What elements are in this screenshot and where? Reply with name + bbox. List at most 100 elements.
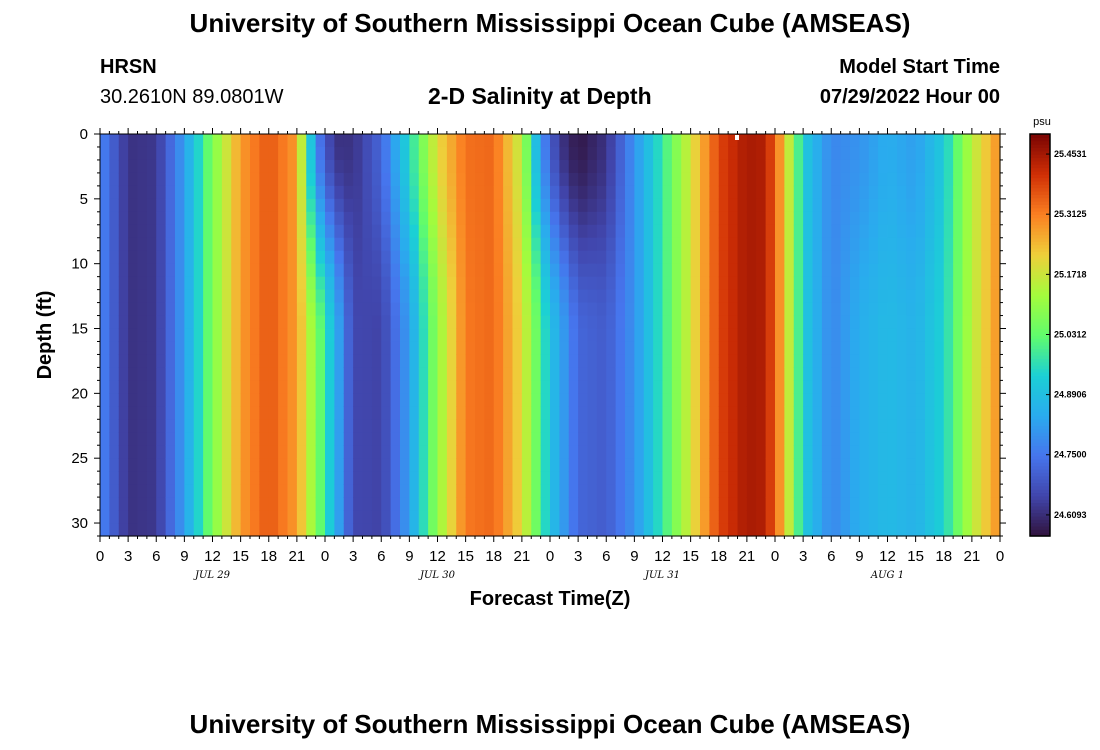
- heatmap-cell: [306, 510, 317, 524]
- heatmap-cell: [915, 315, 926, 330]
- heatmap-cell: [221, 445, 232, 459]
- heatmap-cell: [512, 432, 523, 446]
- heatmap-cell: [625, 198, 635, 213]
- heatmap-cell: [784, 497, 795, 511]
- heatmap-cell: [409, 159, 420, 174]
- heatmap-cell: [259, 497, 270, 511]
- heatmap-cell: [756, 289, 767, 304]
- heatmap-cell: [746, 224, 757, 239]
- heatmap-cell: [306, 341, 317, 356]
- heatmap-cell: [971, 354, 982, 369]
- heatmap-cell: [868, 211, 879, 226]
- heatmap-cell: [287, 419, 298, 433]
- heatmap-cell: [775, 471, 785, 485]
- heatmap-cell: [953, 250, 964, 265]
- heatmap-cell: [353, 341, 364, 356]
- heatmap-cell: [662, 523, 673, 537]
- heatmap-cell: [146, 406, 157, 420]
- heatmap-cell: [540, 523, 551, 537]
- heatmap-cell: [193, 497, 204, 511]
- heatmap-cell: [203, 289, 214, 304]
- heatmap-cell: [859, 497, 870, 511]
- heatmap-cell: [231, 211, 242, 226]
- heatmap-cell: [587, 354, 598, 369]
- heatmap-cell: [118, 380, 129, 394]
- heatmap-cell: [981, 211, 992, 226]
- heatmap-cell: [634, 146, 645, 161]
- heatmap-cell: [850, 289, 860, 304]
- heatmap-cell: [484, 172, 495, 187]
- heatmap-cell: [709, 458, 720, 472]
- heatmap-cell: [278, 263, 289, 278]
- heatmap-cell: [531, 380, 542, 394]
- heatmap-cell: [634, 302, 645, 317]
- heatmap-cell: [156, 211, 167, 226]
- heatmap-cell: [521, 419, 532, 433]
- heatmap-cell: [503, 172, 514, 187]
- heatmap-cell: [709, 328, 720, 343]
- heatmap-cell: [643, 419, 654, 433]
- heatmap-cell: [596, 380, 607, 394]
- heatmap-cell: [690, 393, 701, 407]
- heatmap-cell: [971, 341, 982, 356]
- heatmap-cell: [878, 198, 889, 213]
- heatmap-cell: [287, 315, 298, 330]
- heatmap-cell: [990, 380, 1001, 394]
- heatmap-cell: [587, 237, 598, 252]
- heatmap-cell: [231, 406, 242, 420]
- heatmap-cell: [287, 432, 298, 446]
- heatmap-cell: [625, 185, 635, 200]
- heatmap-cell: [850, 159, 860, 174]
- heatmap-cell: [540, 198, 551, 213]
- heatmap-cell: [831, 419, 842, 433]
- heatmap-cell: [484, 484, 495, 498]
- heatmap-cell: [887, 497, 898, 511]
- x-tick-label: 0: [996, 548, 1004, 565]
- heatmap-cell: [765, 289, 776, 304]
- heatmap-cell: [296, 146, 307, 161]
- heatmap-cell: [362, 211, 373, 226]
- x-tick-label: 15: [457, 548, 474, 565]
- heatmap-cell: [240, 328, 251, 343]
- heatmap-cell: [728, 146, 739, 161]
- heatmap-cell: [371, 458, 382, 472]
- heatmap-cell: [437, 302, 448, 317]
- heatmap-cell: [915, 198, 926, 213]
- heatmap-cell: [775, 393, 785, 407]
- heatmap-cell: [671, 393, 682, 407]
- heatmap-cell: [109, 237, 120, 252]
- heatmap-cell: [287, 510, 298, 524]
- heatmap-cell: [718, 354, 729, 369]
- heatmap-cell: [418, 224, 429, 239]
- heatmap-cell: [343, 419, 354, 433]
- heatmap-cell: [878, 159, 889, 174]
- heatmap-cell: [746, 367, 757, 381]
- heatmap-cell: [446, 198, 457, 213]
- colorbar-segment: [1030, 482, 1050, 487]
- heatmap-cell: [962, 445, 973, 459]
- heatmap-cell: [625, 276, 635, 291]
- heatmap-cell: [268, 328, 279, 343]
- heatmap-cell: [128, 406, 139, 420]
- heatmap-cell: [934, 276, 945, 291]
- heatmap-cell: [690, 134, 701, 148]
- heatmap-cell: [465, 224, 476, 239]
- heatmap-cell: [559, 380, 570, 394]
- heatmap-cell: [259, 341, 270, 356]
- y-tick-label: 20: [71, 385, 88, 402]
- heatmap-cell: [934, 341, 945, 356]
- heatmap-cell: [718, 159, 729, 174]
- heatmap-cell: [625, 484, 635, 498]
- heatmap-cell: [540, 328, 551, 343]
- heatmap-cell: [531, 484, 542, 498]
- heatmap-cell: [334, 393, 345, 407]
- heatmap-cell: [259, 458, 270, 472]
- heatmap-cell: [296, 172, 307, 187]
- heatmap-cell: [896, 341, 907, 356]
- heatmap-cell: [662, 237, 673, 252]
- heatmap-cell: [381, 134, 392, 148]
- heatmap-cell: [512, 134, 523, 148]
- heatmap-cell: [165, 328, 176, 343]
- heatmap-cell: [400, 250, 410, 265]
- heatmap-cell: [737, 328, 748, 343]
